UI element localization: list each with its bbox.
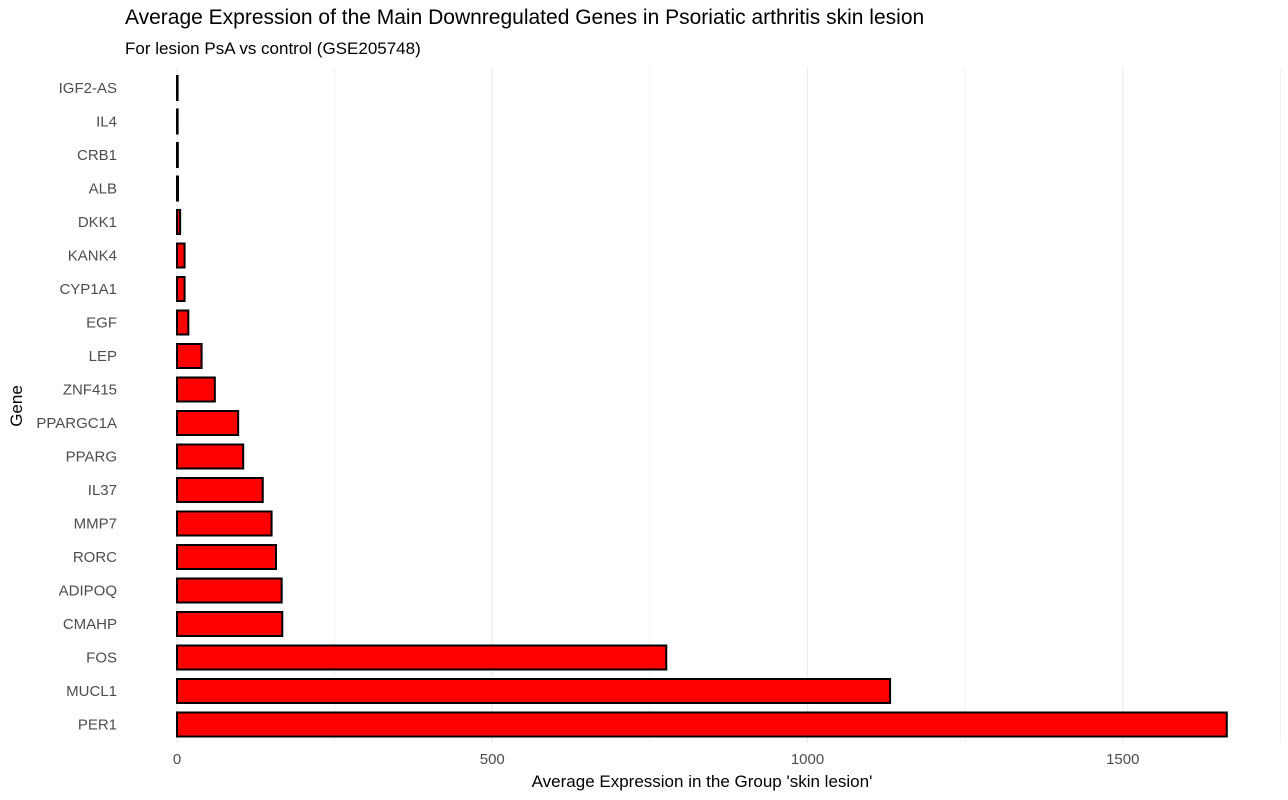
y-tick-label: IGF2-AS [59,80,117,97]
bar-znf415 [176,376,216,403]
y-tick-label: KANK4 [68,248,117,265]
bars [176,75,1228,738]
y-axis-title: Gene [7,385,26,427]
bar-kank4 [176,242,186,269]
y-tick-label: ALB [89,181,117,198]
bar-lep [176,343,203,369]
bar-mmp7 [176,510,273,537]
chart-title: Average Expression of the Main Downregul… [125,6,925,29]
y-tick-label: FOS [86,650,117,667]
bar-igf2-as [176,75,179,101]
bar-cmahp [176,611,284,637]
bar-alb [176,175,180,202]
bar-crb1 [176,142,179,168]
x-tick-label: 0 [173,751,181,768]
y-tick-label: DKK1 [78,214,117,231]
gridlines [176,67,1281,743]
y-tick-label: ZNF415 [63,382,117,399]
y-tick-label: PER1 [78,717,117,734]
chart-subtitle: For lesion PsA vs control (GSE205748) [125,39,421,58]
y-tick-label: ADIPOQ [59,583,117,600]
y-tick-label: PPARGC1A [36,415,117,432]
y-tick-label: PPARG [66,449,117,466]
bar-ppargc1a [176,410,240,436]
bar-il4 [176,108,179,135]
x-tick-label: 1000 [791,751,824,768]
y-tick-label: MMP7 [74,516,117,533]
y-tick-label: CYP1A1 [59,281,117,298]
y-tick-label: IL37 [88,482,117,499]
bar-egf [176,309,190,336]
bar-mucl1 [176,678,892,704]
x-tick-label: 500 [480,751,505,768]
x-axis-tick-labels: 0 500 1000 1500 [173,751,1140,768]
x-tick-label: 1500 [1106,751,1139,768]
y-tick-label: MUCL1 [66,683,117,700]
y-tick-label: RORC [73,549,117,566]
bar-il37 [176,477,264,503]
bar-adipoq [176,577,283,604]
bar-per1 [176,711,1228,738]
bar-fos [176,644,668,671]
bar-pparg [176,443,245,470]
y-axis-tick-labels: IGF2-AS IL4 CRB1 ALB DKK1 KANK4 CYP1A1 EGF LEP ZN… [36,80,117,734]
y-tick-label: CMAHP [63,616,117,633]
y-tick-label: IL4 [96,114,117,131]
y-tick-label: LEP [89,348,117,365]
bar-cyp1a1 [176,276,186,302]
bar-rorc [176,544,277,570]
x-axis-title: Average Expression in the Group 'skin le… [532,772,873,791]
y-tick-label: EGF [86,315,117,332]
bar-dkk1 [176,209,182,235]
y-tick-label: CRB1 [77,147,117,164]
